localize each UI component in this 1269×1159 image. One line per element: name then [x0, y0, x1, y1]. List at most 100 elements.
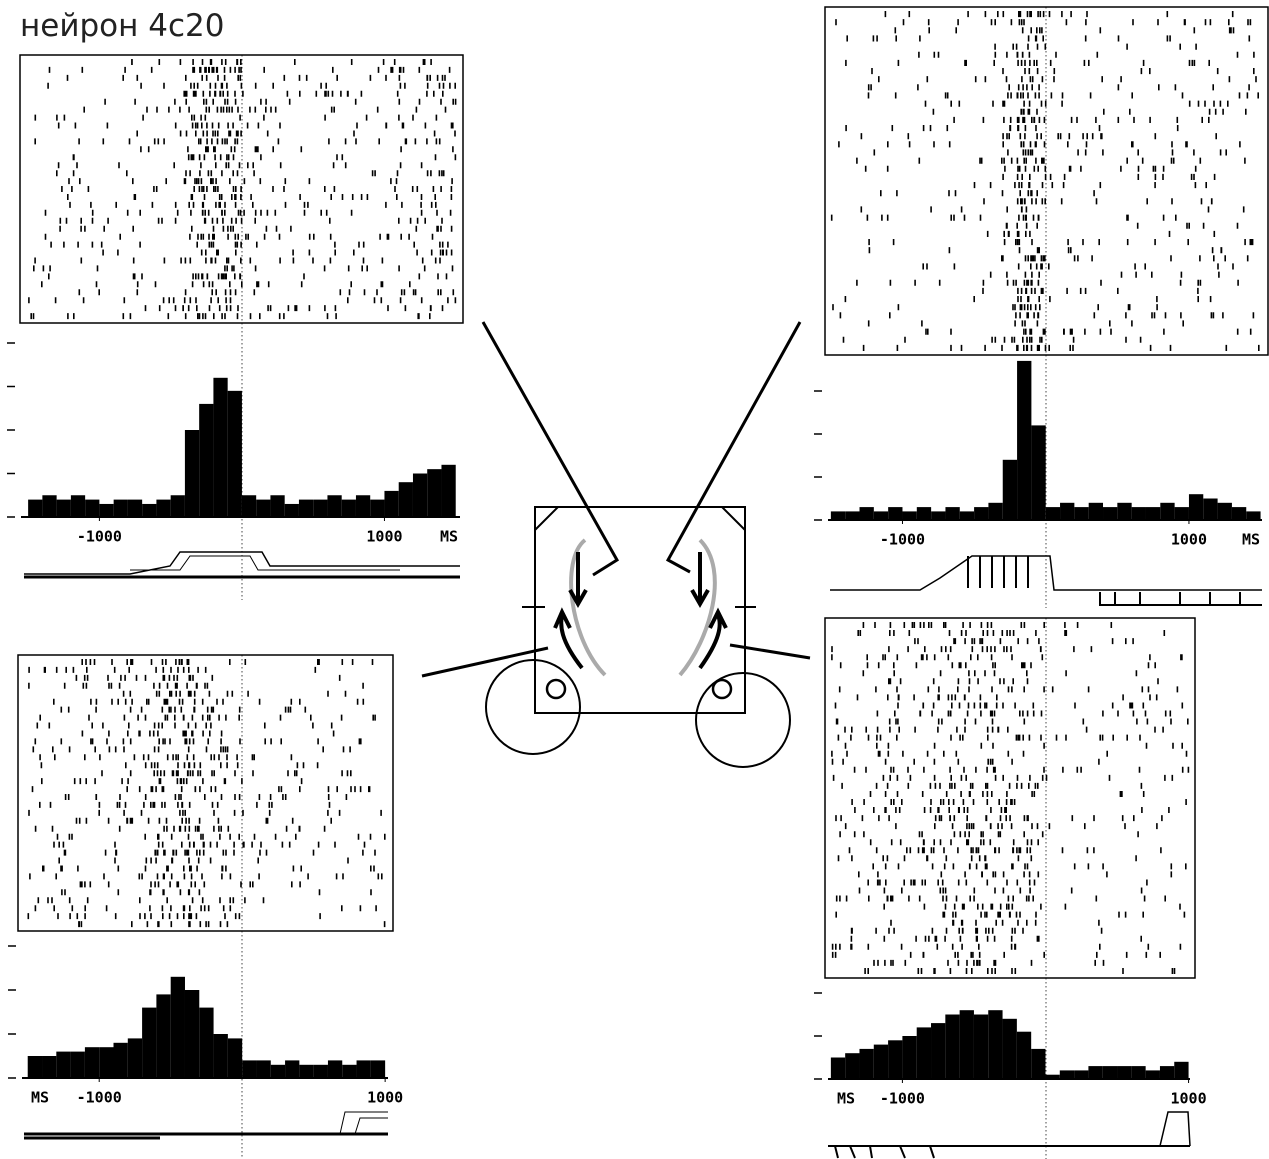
bar [945, 1014, 960, 1079]
raster-frame [824, 617, 1196, 979]
raster-spikes [27, 659, 386, 928]
bar [1174, 1061, 1189, 1079]
bar [327, 495, 342, 517]
bar [1060, 502, 1075, 520]
bar [973, 1014, 989, 1079]
bar [1159, 1066, 1175, 1079]
eye-traces [24, 551, 1262, 1159]
panel: -1000 1000 MS [814, 6, 1269, 549]
bar [945, 507, 960, 520]
bar [1117, 502, 1132, 520]
bar [427, 469, 442, 517]
bar [1088, 1066, 1103, 1079]
bar [241, 495, 257, 517]
bar [256, 1060, 271, 1078]
bar [959, 1010, 974, 1079]
x-unit-label: MS [440, 528, 458, 546]
bar [1002, 1018, 1017, 1079]
bar [1002, 459, 1018, 520]
bar [142, 503, 157, 517]
bar [1174, 507, 1189, 520]
bar [1145, 1070, 1160, 1079]
bar [830, 1057, 846, 1079]
bar [70, 495, 86, 517]
bar [156, 994, 171, 1078]
bar [56, 1051, 71, 1078]
bar [156, 499, 171, 517]
bar [988, 502, 1003, 520]
bar [127, 1038, 143, 1078]
bar [873, 511, 889, 520]
bar [170, 495, 185, 517]
time-zero-lines [241, 7, 1047, 1159]
bar [1145, 507, 1161, 520]
bar [270, 495, 285, 517]
bar [1246, 511, 1261, 520]
bar [916, 507, 932, 520]
bar [1016, 1031, 1032, 1079]
bar [845, 1053, 860, 1079]
bar [142, 1007, 157, 1078]
bar [1031, 1048, 1046, 1079]
bar [1217, 502, 1232, 520]
bar [313, 499, 328, 517]
bar [1117, 1066, 1132, 1079]
bar [42, 495, 57, 517]
bar [916, 1027, 932, 1079]
bar [70, 1051, 85, 1078]
bar [398, 482, 413, 517]
bar [27, 1056, 43, 1078]
bar [341, 499, 356, 517]
x-unit-label: MS [31, 1089, 49, 1107]
raster-spikes [830, 11, 1260, 351]
bar [298, 499, 314, 517]
bar [1045, 1074, 1060, 1079]
bar [859, 507, 874, 520]
bar [213, 377, 228, 517]
x-tick-label: 1000 [1171, 531, 1207, 549]
bar [1017, 360, 1032, 520]
bar [1203, 498, 1218, 520]
x-unit-label: MS [837, 1090, 855, 1108]
bar [830, 511, 846, 520]
bar [213, 1034, 228, 1078]
bar [342, 1064, 357, 1078]
bar [888, 507, 903, 520]
bar [859, 1048, 874, 1079]
bar [184, 990, 200, 1078]
x-unit-label: MS [1242, 531, 1260, 549]
bar [902, 1036, 917, 1079]
bar [1160, 502, 1175, 520]
bar [56, 499, 71, 517]
bar [1045, 507, 1061, 520]
bar [199, 1007, 214, 1078]
x-tick-label: -1000 [77, 1089, 122, 1107]
bar [1088, 502, 1104, 520]
bar [845, 511, 860, 520]
bar [170, 976, 185, 1078]
bar [256, 499, 271, 517]
bar [370, 499, 385, 517]
bar [384, 490, 399, 517]
bar [299, 1064, 314, 1078]
bar [902, 511, 917, 520]
bar [127, 499, 143, 517]
raster-frame [17, 654, 394, 932]
bar [1131, 1066, 1146, 1079]
bar [873, 1044, 889, 1079]
x-tick-label: 1000 [1171, 1090, 1207, 1108]
bar [199, 403, 214, 517]
raster-frame [19, 54, 464, 324]
bar [356, 1060, 371, 1078]
bar [242, 1060, 257, 1078]
bar [988, 1010, 1003, 1079]
bar [28, 499, 43, 517]
bar [99, 503, 114, 517]
bar [931, 511, 946, 520]
x-tick-label: -1000 [880, 1090, 925, 1108]
bar [85, 499, 100, 517]
bar [1103, 507, 1118, 520]
bar [227, 1038, 243, 1078]
bar [270, 1064, 286, 1078]
